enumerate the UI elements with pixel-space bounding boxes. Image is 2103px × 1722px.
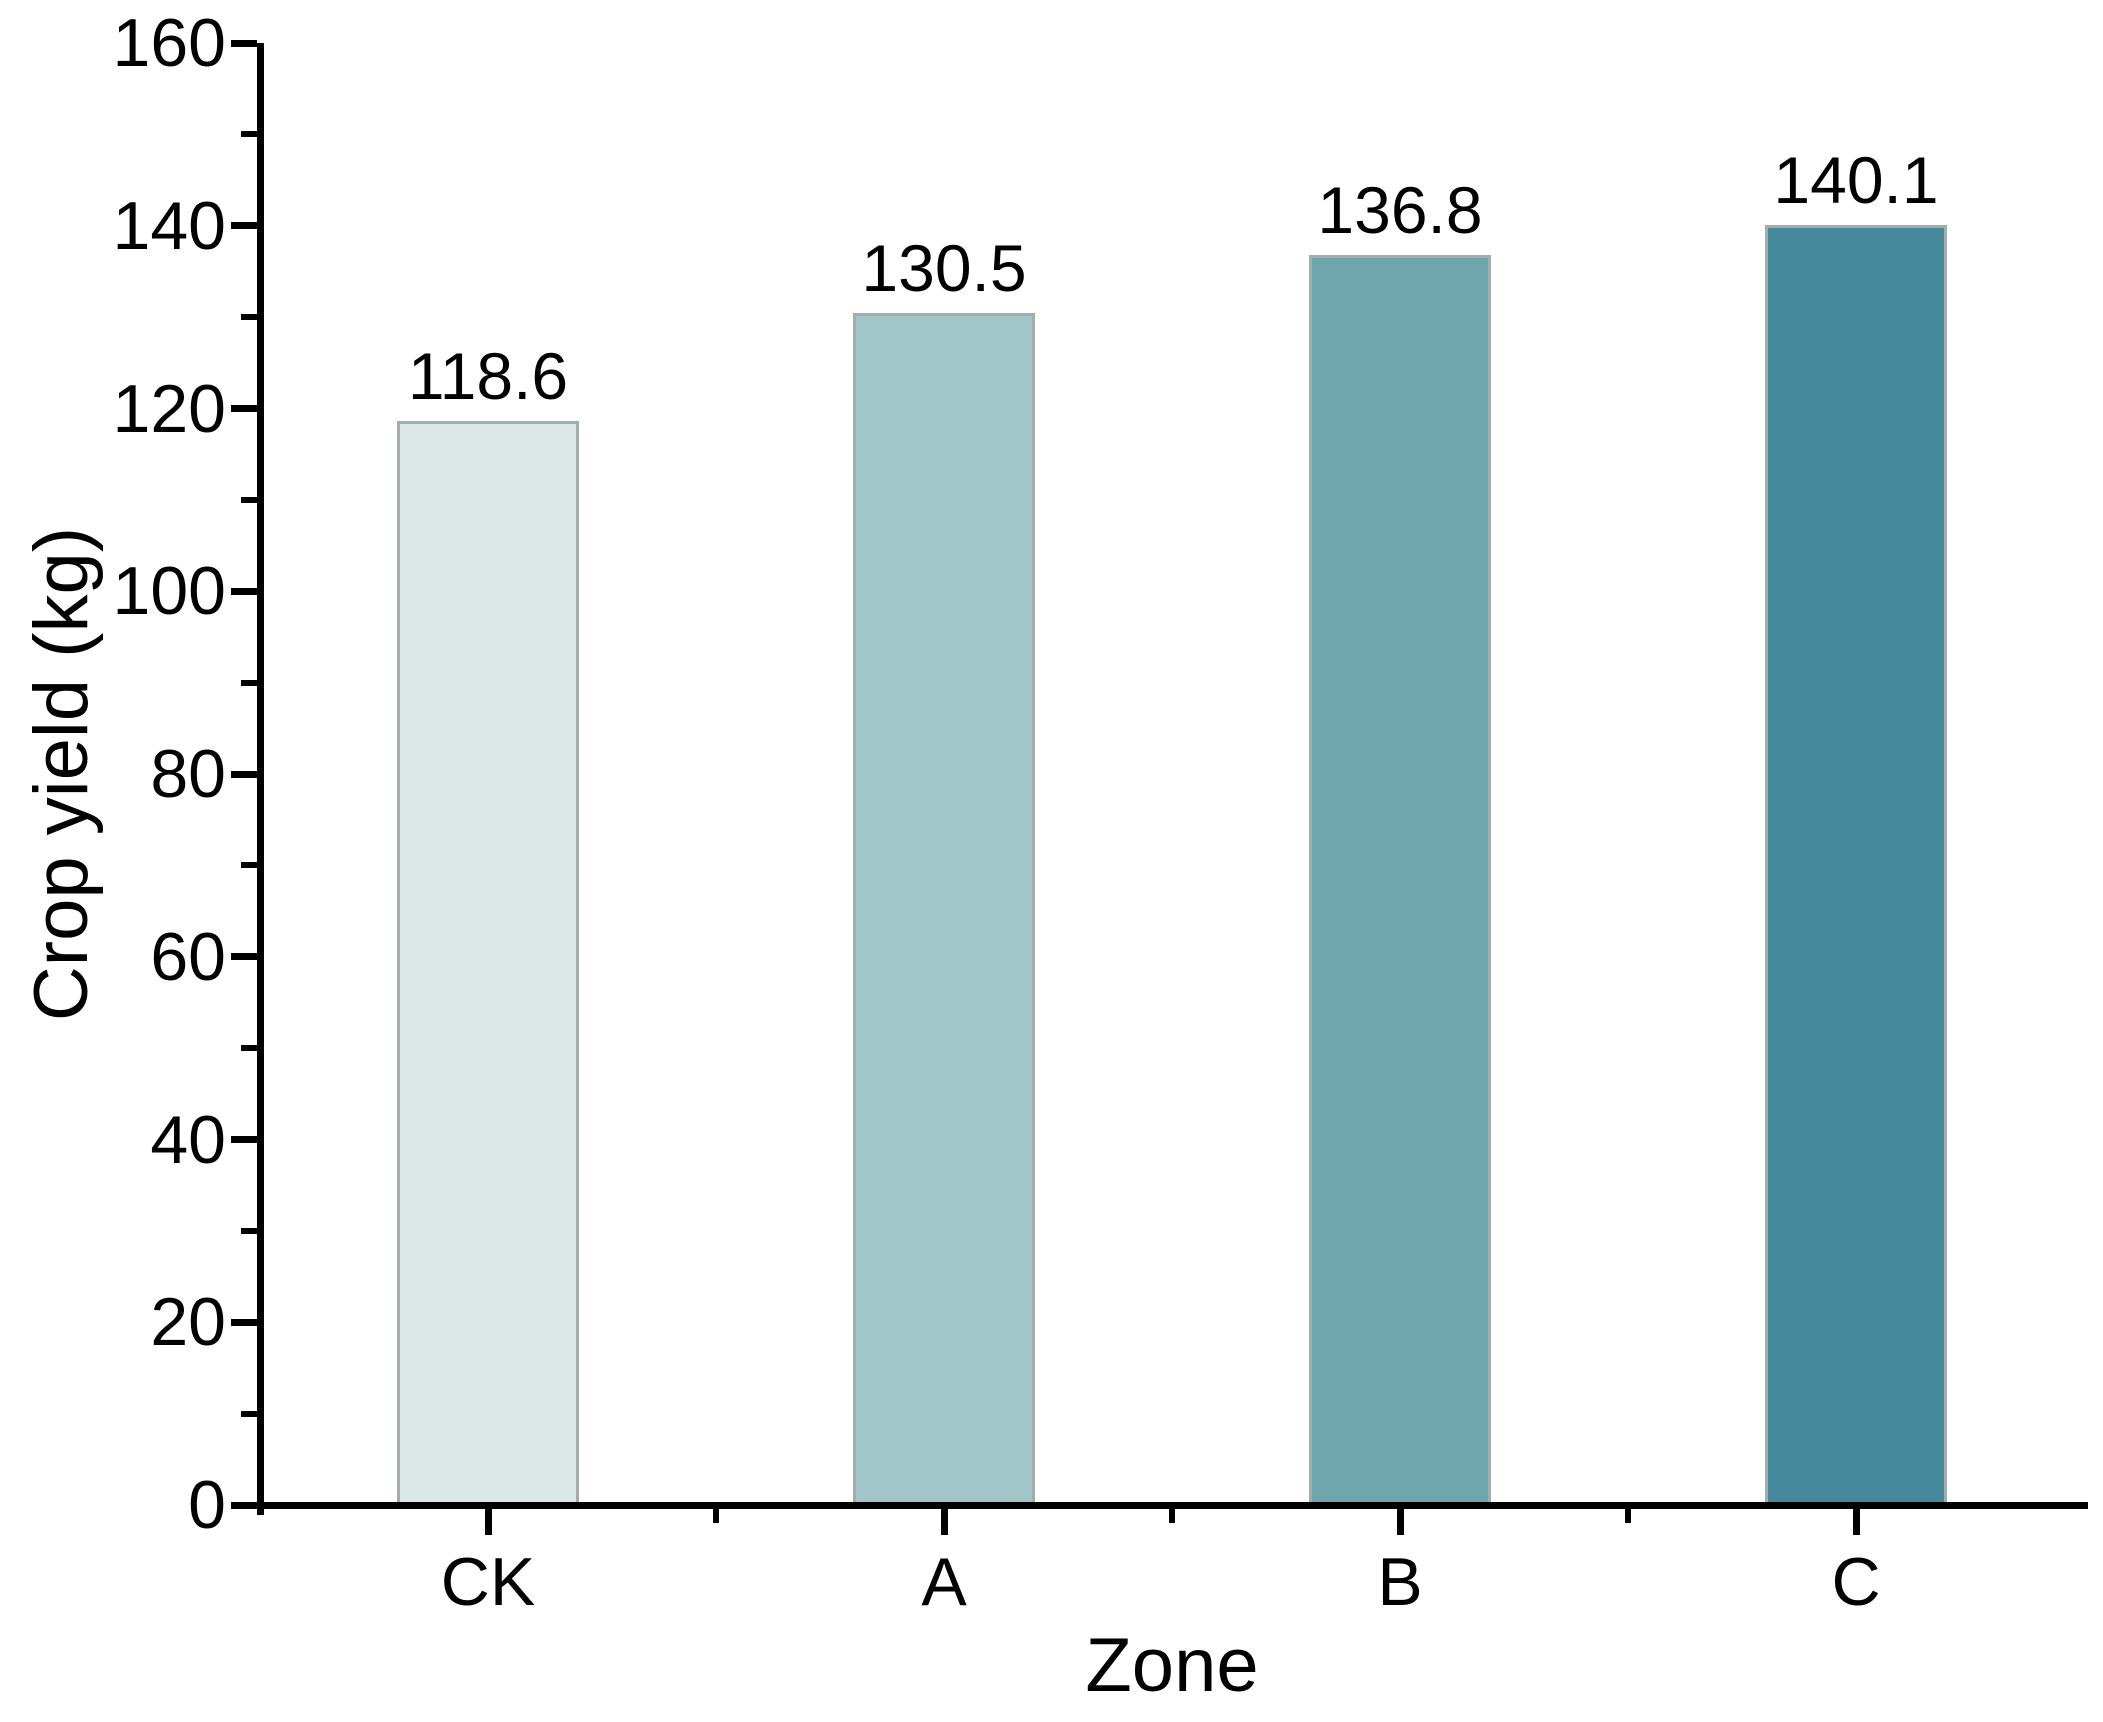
y-tick-label: 40 [150, 1101, 226, 1178]
x-major-tick [940, 1508, 948, 1535]
y-tick-label: 20 [150, 1284, 226, 1361]
y-axis-line [256, 43, 264, 1515]
y-tick-label: 0 [188, 1467, 226, 1543]
bar-CK [397, 421, 579, 1509]
bar-C [1765, 224, 1947, 1509]
y-major-tick [230, 1501, 257, 1509]
x-minor-tick [713, 1508, 719, 1523]
y-minor-tick [240, 314, 257, 321]
y-major-tick [230, 953, 257, 961]
bar-value-label: 140.1 [1773, 142, 1939, 217]
y-minor-tick [240, 496, 257, 503]
x-axis-title: Zone [1085, 1623, 1259, 1708]
y-minor-tick [240, 1227, 257, 1234]
y-minor-tick [240, 679, 257, 686]
x-tick-label: B [1377, 1544, 1423, 1620]
bar-value-label: 118.6 [407, 339, 569, 414]
x-axis-line [256, 1501, 2088, 1509]
x-major-tick [484, 1508, 492, 1535]
y-major-tick [230, 222, 257, 230]
y-tick-label: 60 [150, 918, 226, 995]
y-major-tick [230, 39, 257, 47]
y-major-tick [230, 770, 257, 778]
y-minor-tick [240, 1410, 257, 1417]
y-major-tick [230, 587, 257, 595]
y-major-tick [230, 405, 257, 412]
y-tick-label: 120 [112, 370, 226, 447]
bar-A [853, 312, 1035, 1509]
bar-value-label: 130.5 [861, 230, 1027, 305]
x-minor-tick [1169, 1508, 1175, 1523]
bar-value-label: 136.8 [1317, 172, 1483, 247]
y-minor-tick [240, 1045, 257, 1052]
y-tick-label: 100 [112, 553, 226, 630]
x-tick-label: C [1831, 1544, 1881, 1620]
x-major-tick [1396, 1508, 1404, 1535]
y-major-tick [230, 1136, 257, 1143]
y-major-tick [230, 1318, 257, 1326]
x-minor-tick [1625, 1508, 1631, 1523]
x-tick-label: A [921, 1544, 967, 1620]
x-tick-label: CK [440, 1544, 536, 1620]
y-minor-tick [240, 131, 257, 138]
x-major-tick [1852, 1508, 1860, 1535]
y-minor-tick [240, 862, 257, 869]
y-tick-label: 140 [112, 187, 226, 264]
y-tick-label: 80 [150, 736, 226, 812]
y-tick-label: 160 [112, 5, 226, 81]
bar-B [1309, 254, 1491, 1509]
